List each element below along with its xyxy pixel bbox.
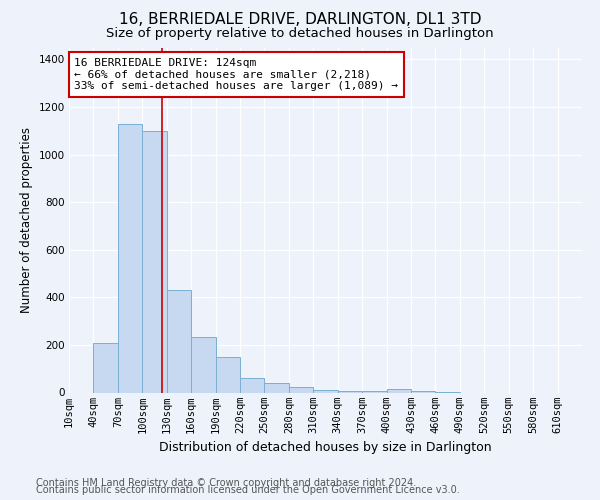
Bar	[338, 390, 362, 392]
Bar	[289, 387, 313, 392]
Text: 16, BERRIEDALE DRIVE, DARLINGTON, DL1 3TD: 16, BERRIEDALE DRIVE, DARLINGTON, DL1 3T…	[119, 12, 481, 28]
Bar	[118, 124, 142, 392]
Bar	[142, 131, 167, 392]
Text: 16 BERRIEDALE DRIVE: 124sqm
← 66% of detached houses are smaller (2,218)
33% of : 16 BERRIEDALE DRIVE: 124sqm ← 66% of det…	[74, 58, 398, 91]
Bar	[167, 290, 191, 392]
Bar	[240, 378, 265, 392]
Y-axis label: Number of detached properties: Number of detached properties	[20, 127, 33, 313]
Bar	[386, 389, 411, 392]
Text: Size of property relative to detached houses in Darlington: Size of property relative to detached ho…	[106, 28, 494, 40]
Bar	[265, 382, 289, 392]
X-axis label: Distribution of detached houses by size in Darlington: Distribution of detached houses by size …	[159, 441, 492, 454]
Bar	[94, 343, 118, 392]
Text: Contains public sector information licensed under the Open Government Licence v3: Contains public sector information licen…	[36, 485, 460, 495]
Bar	[313, 390, 338, 392]
Bar	[191, 336, 215, 392]
Text: Contains HM Land Registry data © Crown copyright and database right 2024.: Contains HM Land Registry data © Crown c…	[36, 478, 416, 488]
Bar	[215, 358, 240, 392]
